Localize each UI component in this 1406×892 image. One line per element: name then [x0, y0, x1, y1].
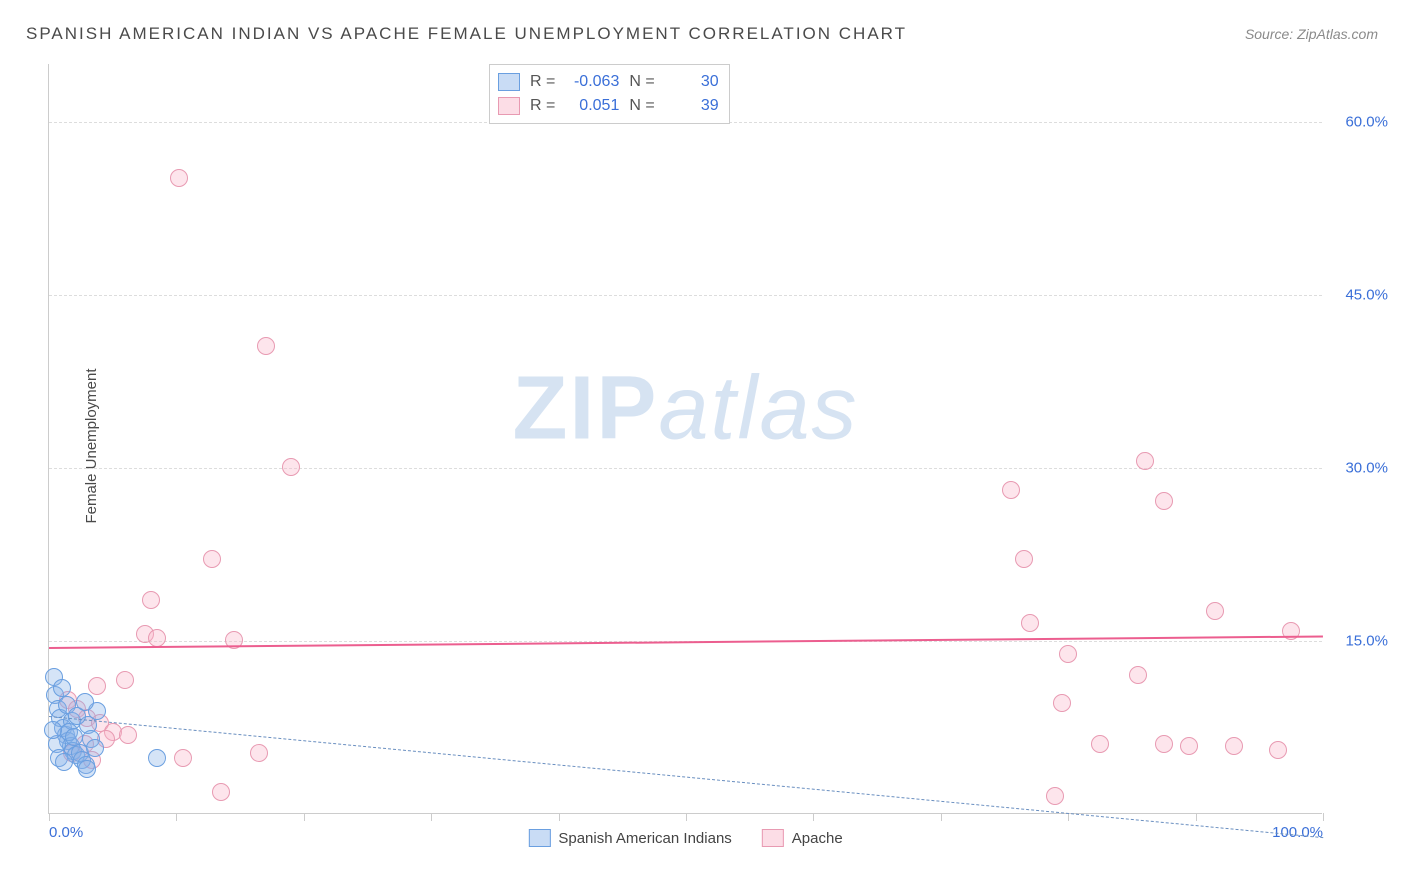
data-point-pink: [1180, 737, 1198, 755]
data-point-pink: [1046, 787, 1064, 805]
y-tick-label: 45.0%: [1328, 286, 1388, 303]
stats-row-blue: R = -0.063 N = 30: [498, 70, 719, 94]
y-tick-label: 15.0%: [1328, 632, 1388, 649]
x-tick-label: 0.0%: [49, 824, 83, 841]
data-point-pink: [212, 783, 230, 801]
data-point-pink: [1136, 452, 1154, 470]
swatch-pink-icon: [498, 97, 520, 115]
x-tick: [941, 813, 942, 821]
data-point-pink: [1059, 645, 1077, 663]
data-point-pink: [257, 337, 275, 355]
data-point-blue: [86, 739, 104, 757]
data-point-pink: [1053, 694, 1071, 712]
x-tick: [1068, 813, 1069, 821]
data-point-pink: [282, 458, 300, 476]
plot-area: ZIPatlas 15.0%30.0%45.0%60.0% 0.0%100.0%…: [48, 64, 1322, 814]
x-tick: [686, 813, 687, 821]
legend-label-pink: Apache: [792, 830, 843, 847]
r-label: R =: [530, 70, 555, 94]
chart-title: SPANISH AMERICAN INDIAN VS APACHE FEMALE…: [26, 24, 907, 44]
swatch-blue-icon: [498, 73, 520, 91]
data-point-pink: [203, 550, 221, 568]
x-tick: [1196, 813, 1197, 821]
x-tick: [431, 813, 432, 821]
x-tick: [49, 813, 50, 821]
source-attribution: Source: ZipAtlas.com: [1245, 26, 1378, 42]
data-point-pink: [1021, 614, 1039, 632]
data-point-pink: [174, 749, 192, 767]
data-point-blue: [148, 749, 166, 767]
stats-row-pink: R = 0.051 N = 39: [498, 94, 719, 118]
legend-swatch-pink-icon: [762, 829, 784, 847]
gridline: [49, 468, 1322, 469]
r-value-blue: -0.063: [565, 70, 619, 94]
data-point-pink: [1129, 666, 1147, 684]
x-tick: [813, 813, 814, 821]
data-point-pink: [1155, 735, 1173, 753]
legend-swatch-blue-icon: [528, 829, 550, 847]
series-legend: Spanish American Indians Apache: [528, 829, 842, 847]
data-point-blue: [78, 760, 96, 778]
legend-item-blue: Spanish American Indians: [528, 829, 731, 847]
data-point-pink: [88, 677, 106, 695]
data-point-blue: [55, 753, 73, 771]
stats-legend-box: R = -0.063 N = 30 R = 0.051 N = 39: [489, 64, 730, 124]
legend-item-pink: Apache: [762, 829, 843, 847]
n-label-2: N =: [629, 94, 654, 118]
data-point-pink: [1269, 741, 1287, 759]
x-tick: [176, 813, 177, 821]
data-point-blue: [76, 693, 94, 711]
watermark-atlas: atlas: [658, 358, 858, 458]
r-value-pink: 0.051: [565, 94, 619, 118]
gridline: [49, 295, 1322, 296]
data-point-pink: [119, 726, 137, 744]
legend-label-blue: Spanish American Indians: [558, 830, 731, 847]
data-point-blue: [65, 728, 83, 746]
data-point-pink: [116, 671, 134, 689]
r-label-2: R =: [530, 94, 555, 118]
data-point-pink: [170, 169, 188, 187]
data-point-pink: [142, 591, 160, 609]
data-point-pink: [250, 744, 268, 762]
watermark-zip: ZIP: [512, 358, 658, 458]
y-tick-label: 30.0%: [1328, 459, 1388, 476]
data-point-pink: [1091, 735, 1109, 753]
n-label: N =: [629, 70, 654, 94]
data-point-pink: [1002, 481, 1020, 499]
n-value-blue: 30: [665, 70, 719, 94]
x-tick: [559, 813, 560, 821]
watermark: ZIPatlas: [512, 357, 858, 460]
x-tick: [1323, 813, 1324, 821]
data-point-pink: [1225, 737, 1243, 755]
x-tick: [304, 813, 305, 821]
data-point-pink: [1015, 550, 1033, 568]
y-tick-label: 60.0%: [1328, 113, 1388, 130]
data-point-pink: [1155, 492, 1173, 510]
data-point-blue: [44, 721, 62, 739]
data-point-pink: [148, 629, 166, 647]
n-value-pink: 39: [665, 94, 719, 118]
data-point-pink: [1206, 602, 1224, 620]
